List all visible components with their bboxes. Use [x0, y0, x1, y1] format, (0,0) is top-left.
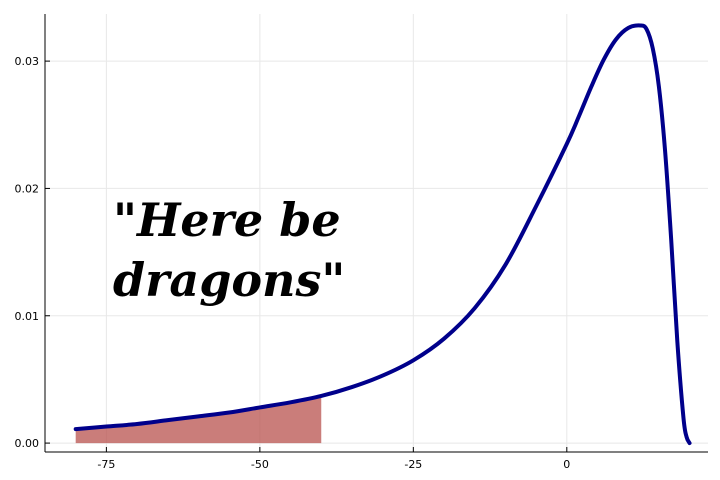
x-tick-label: -25 — [404, 458, 422, 471]
y-axis-ticks: 0.00 0.01 0.02 0.03 — [15, 55, 50, 450]
x-tick-label: -75 — [97, 458, 115, 471]
y-tick-label: 0.01 — [15, 310, 40, 323]
y-tick-label: 0.00 — [15, 437, 40, 450]
x-tick-label: -50 — [251, 458, 269, 471]
annotation-line-1: "Here be — [113, 193, 341, 247]
y-tick-label: 0.03 — [15, 55, 40, 68]
x-tick-label: 0 — [563, 458, 570, 471]
annotation-line-2: dragons" — [113, 253, 345, 307]
y-tick-label: 0.02 — [15, 182, 40, 195]
x-axis-ticks: -75 -50 -25 0 — [97, 447, 570, 471]
density-curve-line — [73, 23, 692, 446]
